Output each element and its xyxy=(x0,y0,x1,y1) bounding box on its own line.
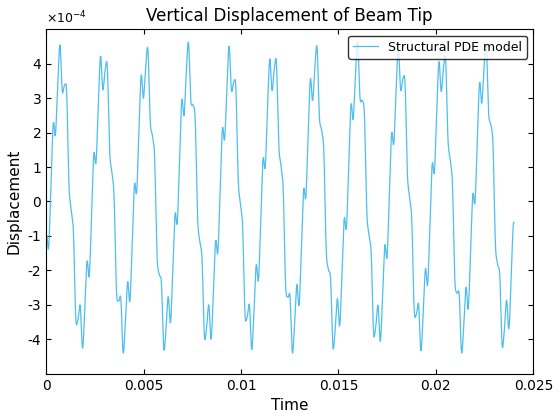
X-axis label: Time: Time xyxy=(271,398,309,413)
Y-axis label: Displacement: Displacement xyxy=(7,149,22,254)
Text: $\times10^{-4}$: $\times10^{-4}$ xyxy=(46,9,87,26)
Title: Vertical Displacement of Beam Tip: Vertical Displacement of Beam Tip xyxy=(147,7,433,25)
Legend: Structural PDE model: Structural PDE model xyxy=(348,36,527,58)
